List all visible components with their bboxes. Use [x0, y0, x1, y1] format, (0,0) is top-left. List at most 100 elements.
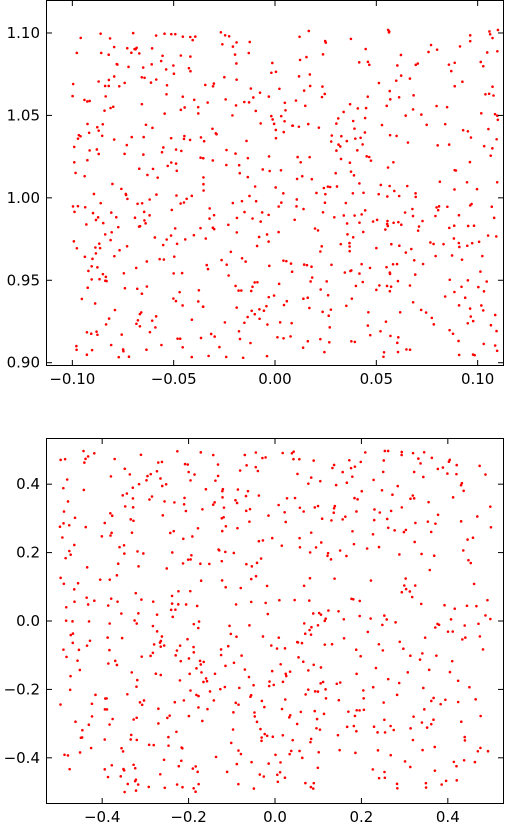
scatter-point — [107, 53, 110, 56]
scatter-point — [427, 50, 430, 54]
scatter-point — [191, 767, 195, 770]
scatter-point — [409, 727, 412, 730]
scatter-point — [104, 279, 107, 283]
scatter-point — [143, 76, 146, 80]
scatter-point — [295, 722, 299, 726]
scatter-point — [208, 217, 211, 220]
scatter-point — [459, 520, 463, 523]
scatter-point — [109, 512, 112, 515]
scatter-point — [432, 554, 436, 557]
scatter-point — [489, 323, 493, 327]
scatter-point — [223, 34, 227, 37]
scatter-point — [100, 535, 104, 538]
scatter-point — [310, 265, 313, 269]
scatter-point — [150, 63, 153, 66]
scatter-point — [202, 176, 205, 179]
scatter-point — [254, 109, 258, 113]
scatter-point — [471, 536, 475, 539]
scatter-point — [219, 687, 222, 691]
scatter-point — [358, 599, 362, 603]
scatter-point — [450, 659, 454, 663]
scatter-point — [250, 760, 253, 764]
scatter-point — [158, 772, 162, 776]
scatter-point — [493, 344, 497, 347]
scatter-point — [267, 95, 271, 98]
scatter-point — [233, 53, 237, 56]
scatter-point — [419, 462, 422, 465]
scatter-point — [140, 598, 143, 601]
scatter-point — [265, 233, 269, 236]
scatter-point — [295, 177, 299, 181]
scatter-point — [461, 80, 464, 84]
scatter-point — [234, 104, 238, 107]
scatter-point — [143, 219, 146, 222]
scatter-point — [274, 136, 278, 140]
scatter-point — [298, 749, 301, 753]
x-tick-label: −0.10 — [49, 370, 95, 388]
scatter-point — [323, 201, 327, 205]
scatter-point — [110, 230, 113, 234]
scatter-point — [274, 70, 278, 74]
scatter-point — [170, 32, 173, 36]
scatter-point — [349, 269, 352, 273]
scatter-point — [253, 281, 256, 284]
scatter-point — [131, 31, 135, 35]
scatter-point — [329, 140, 333, 143]
scatter-point — [326, 293, 330, 297]
scatter-point — [88, 639, 92, 643]
scatter-point — [245, 464, 248, 467]
scatter-point — [256, 280, 259, 284]
scatter-point — [416, 229, 420, 232]
scatter-point — [420, 721, 424, 724]
scatter-point — [190, 318, 194, 322]
scatter-point — [342, 617, 346, 621]
scatter-point — [282, 259, 285, 262]
scatter-point — [389, 753, 393, 757]
scatter-point — [174, 608, 177, 611]
scatter-point — [464, 636, 467, 639]
scatter-point — [120, 612, 123, 615]
scatter-point — [120, 333, 123, 336]
scatter-point — [362, 697, 365, 700]
scatter-point — [311, 787, 315, 790]
scatter-point — [238, 469, 242, 472]
y-tick-label: −0.4 — [4, 749, 40, 767]
scatter-point — [232, 661, 236, 665]
scatter-point — [109, 597, 113, 600]
scatter-point — [137, 167, 141, 170]
scatter-point — [183, 106, 186, 109]
scatter-point — [129, 738, 132, 741]
scatter-point — [227, 274, 230, 277]
scatter-point — [353, 340, 357, 344]
scatter-point — [205, 263, 209, 267]
scatter-point — [246, 489, 250, 493]
scatter-point — [452, 224, 456, 228]
scatter-point — [413, 540, 416, 544]
scatter-point — [371, 685, 375, 689]
scatter-point — [261, 456, 264, 460]
scatter-point — [338, 549, 342, 552]
scatter-point — [289, 262, 293, 265]
scatter-point — [221, 487, 225, 491]
scatter-point — [283, 119, 286, 123]
scatter-point — [330, 642, 334, 646]
scatter-point — [386, 166, 390, 169]
scatter-point — [399, 74, 403, 77]
scatter-point — [481, 309, 485, 312]
scatter-point — [364, 106, 368, 110]
scatter-point — [227, 223, 230, 227]
scatter-point — [163, 786, 167, 790]
scatter-point — [404, 587, 408, 591]
scatter-point — [106, 604, 110, 607]
scatter-point — [342, 214, 346, 217]
scatter-point — [462, 759, 466, 762]
scatter-point — [477, 240, 481, 244]
scatter-point — [199, 136, 203, 139]
scatter-point — [260, 699, 264, 703]
scatter-point — [155, 630, 159, 633]
scatter-point — [458, 245, 461, 249]
scatter-point — [383, 770, 386, 774]
scatter-point — [208, 207, 211, 210]
scatter-point — [476, 515, 479, 518]
scatter-point — [172, 297, 175, 300]
